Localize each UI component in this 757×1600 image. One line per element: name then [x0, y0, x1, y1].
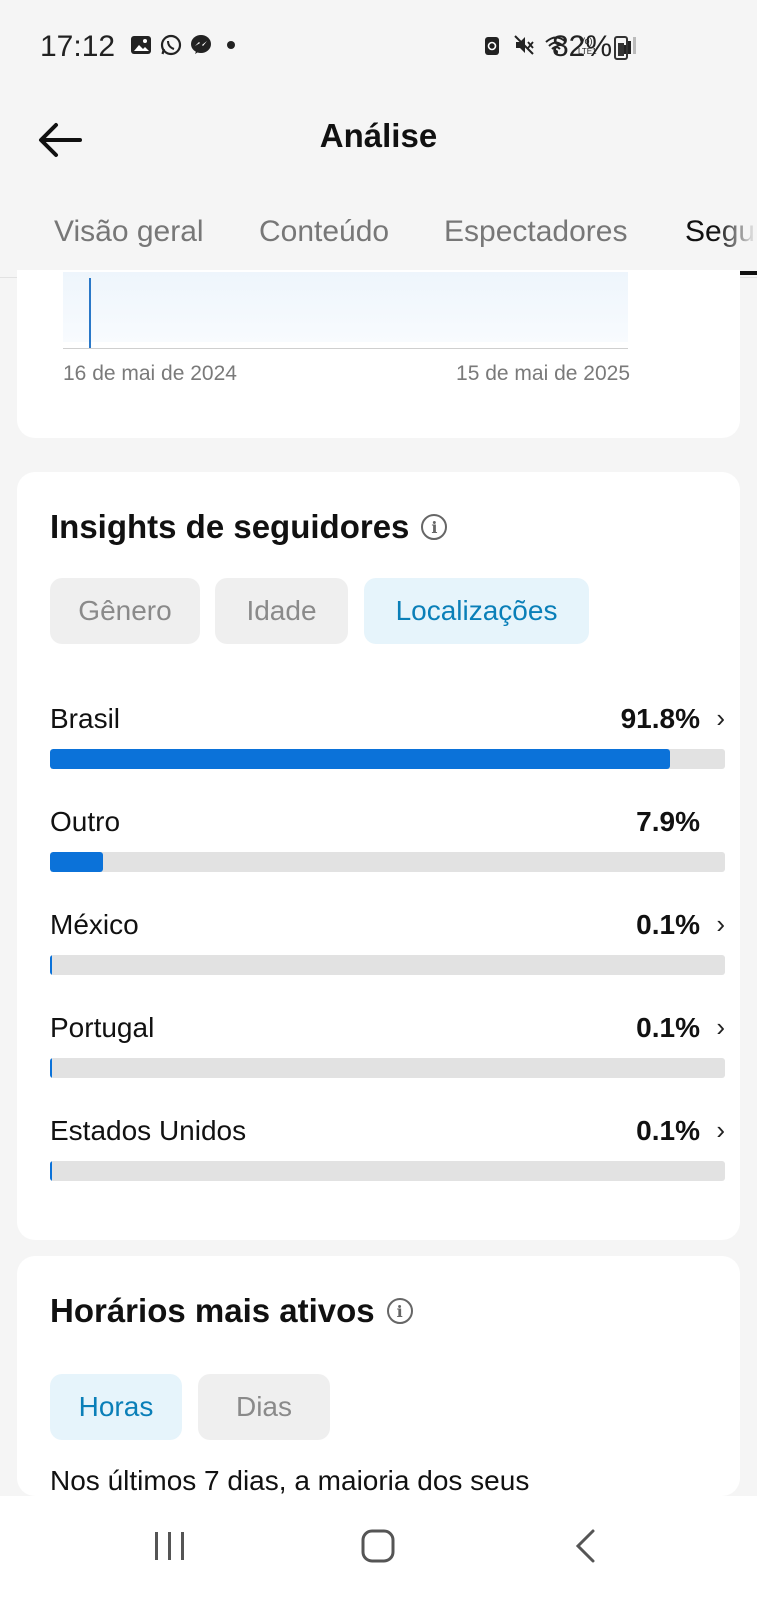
home-button[interactable]: [338, 1516, 418, 1576]
filter-gender[interactable]: Gênero: [50, 578, 200, 644]
chart-data-line: [89, 278, 91, 348]
progress-fill: [50, 955, 53, 975]
location-name: Brasil: [50, 703, 121, 734]
progress-fill: [50, 1058, 53, 1078]
location-percent: 7.9%: [636, 806, 700, 837]
progress-track: [50, 955, 725, 975]
filter-locations[interactable]: Localizações: [364, 578, 589, 644]
followers-chart-card: 16 de mai de 2024 15 de mai de 2025: [17, 270, 740, 438]
progress-track: [50, 1058, 725, 1078]
active-times-title-text: Horários mais ativos: [50, 1292, 375, 1329]
page-title: Análise: [319, 117, 438, 154]
chevron-right-icon: ›: [716, 703, 725, 733]
battery-saver-icon: [485, 37, 499, 55]
whatsapp-icon: [160, 34, 182, 56]
home-icon: [361, 1529, 395, 1563]
info-icon[interactable]: i: [421, 514, 448, 540]
progress-fill: [50, 749, 670, 769]
tab-viewers[interactable]: Espectadores: [444, 215, 628, 248]
progress-fill: [50, 1161, 53, 1181]
chart-area: [63, 272, 628, 342]
location-name: Outro: [50, 806, 121, 837]
battery-percent: 82%: [552, 30, 613, 63]
tabs-fade: [717, 195, 757, 275]
chart-end-date: 15 de mai de 2025: [456, 362, 630, 385]
location-row[interactable]: Estados Unidos 0.1% ›: [50, 1115, 725, 1195]
filter-days[interactable]: Dias: [198, 1374, 330, 1440]
location-percent: 0.1%: [636, 1115, 700, 1146]
chevron-left-icon: [575, 1529, 595, 1563]
svg-text:LTE1: LTE1: [578, 47, 597, 56]
svg-text:Vo)): Vo)): [579, 36, 596, 46]
location-row: Outro 7.9%: [50, 806, 725, 886]
progress-track: [50, 1161, 725, 1181]
chevron-right-icon: ›: [716, 909, 725, 939]
location-percent: 0.1%: [636, 1012, 700, 1043]
location-row[interactable]: México 0.1% ›: [50, 909, 725, 989]
wifi-icon: [545, 36, 567, 54]
active-times-card: Horários mais ativos i Horas Dias Nos úl…: [17, 1256, 740, 1496]
back-button[interactable]: [30, 110, 90, 170]
chart-start-date: 16 de mai de 2024: [63, 362, 237, 385]
tab-bar: Visão geral Conteúdo Espectadores Seguid…: [0, 195, 757, 278]
location-row[interactable]: Portugal 0.1% ›: [50, 1012, 725, 1092]
insights-title: Insights de seguidores i: [50, 508, 448, 546]
chart-x-axis: [63, 348, 628, 349]
status-bar: 17:12 Vo)) LTE1 82%: [0, 0, 757, 100]
location-percent: 91.8%: [620, 703, 700, 734]
location-percent: 0.1%: [636, 909, 700, 940]
info-icon[interactable]: i: [386, 1298, 413, 1324]
recent-apps-icon: [155, 1532, 184, 1560]
chevron-right-icon: ›: [716, 1012, 725, 1042]
insights-title-text: Insights de seguidores: [50, 508, 410, 545]
tab-content[interactable]: Conteúdo: [259, 215, 390, 248]
filter-age[interactable]: Idade: [215, 578, 348, 644]
notification-icons: [130, 34, 242, 56]
location-name: Estados Unidos: [50, 1115, 247, 1146]
active-times-description: Nos últimos 7 dias, a maioria dos seus: [50, 1465, 530, 1496]
location-name: México: [50, 909, 139, 940]
gallery-icon: [131, 36, 151, 54]
filter-hours[interactable]: Horas: [50, 1374, 182, 1440]
mute-icon: [514, 35, 534, 55]
progress-fill: [50, 852, 104, 872]
location-name: Portugal: [50, 1012, 155, 1043]
messenger-icon: [191, 35, 211, 54]
system-back-button[interactable]: [545, 1516, 625, 1576]
volte-icon: Vo))LTE1: [578, 36, 597, 56]
status-time: 17:12: [40, 30, 116, 63]
chevron-right-icon: ›: [716, 1115, 725, 1145]
follower-insights-card: Insights de seguidores i Gênero Idade Lo…: [17, 472, 740, 1240]
battery-icon: [614, 36, 628, 60]
active-times-title: Horários mais ativos i: [50, 1292, 413, 1330]
progress-track: [50, 749, 725, 769]
dot-icon: [227, 41, 235, 49]
arrow-left-icon: [39, 123, 82, 157]
tab-overview[interactable]: Visão geral: [54, 215, 204, 248]
location-row[interactable]: Brasil 91.8% ›: [50, 703, 725, 783]
recent-apps-button[interactable]: [130, 1516, 210, 1576]
system-nav-bar: [0, 1496, 757, 1600]
progress-track: [50, 852, 725, 872]
